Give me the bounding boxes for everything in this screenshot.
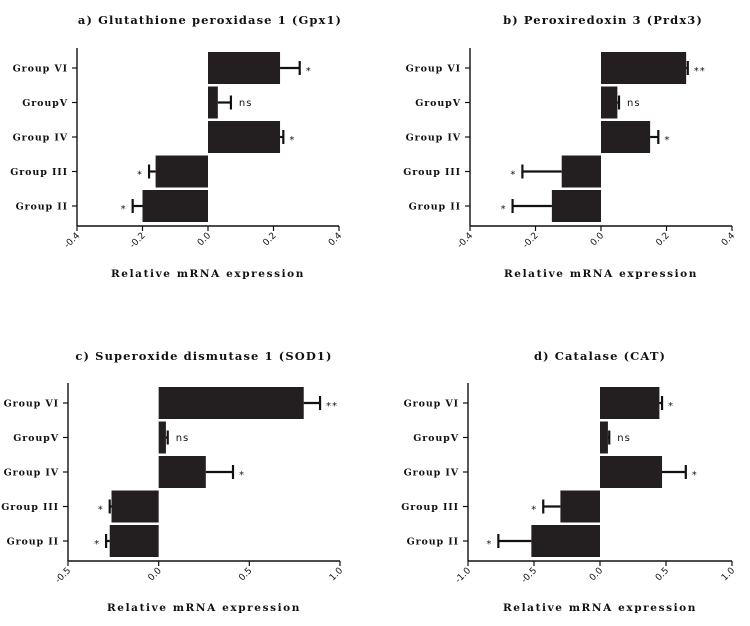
category-label: GroupV [22, 98, 68, 109]
bar [601, 86, 618, 119]
significance-label: * [510, 170, 516, 181]
bar [158, 387, 304, 419]
category-label: Group II [409, 202, 461, 213]
bar [551, 190, 601, 222]
bar [561, 155, 601, 188]
x-tick-label: 1.0 [328, 566, 345, 583]
bar [158, 456, 206, 488]
significance-label: ns [176, 433, 190, 444]
significance-label: ** [694, 66, 706, 77]
category-label: Group IV [4, 468, 59, 479]
significance-label: * [94, 539, 100, 550]
significance-label: ns [627, 98, 641, 109]
x-tick-label: 0.0 [589, 231, 606, 248]
x-tick-label: 0.4 [327, 231, 344, 248]
category-label: GroupV [415, 98, 461, 109]
category-label: Group III [403, 167, 461, 178]
significance-label: * [98, 505, 104, 516]
significance-label: * [664, 135, 670, 146]
chart-title: d) Catalase (CAT) [534, 349, 666, 363]
category-label: Group IV [406, 133, 461, 144]
x-tick-label: 0.2 [261, 231, 278, 248]
bar [109, 525, 159, 557]
chart-title: b) Peroxiredoxin 3 (Prdx3) [503, 13, 703, 27]
x-tick-label: -1.0 [454, 566, 474, 586]
category-label: Group II [16, 202, 68, 213]
chart-panel-1: a) Glutathione peroxidase 1 (Gpx1) -0.4 -0… [10, 13, 344, 280]
bar [601, 52, 687, 84]
significance-label: * [531, 505, 537, 516]
x-tick-label: -0.5 [520, 566, 539, 585]
x-tick-label: -0.5 [54, 566, 73, 585]
significance-label: * [306, 66, 312, 77]
x-tick-label: 1.0 [720, 566, 737, 583]
x-tick-label: -0.2 [128, 231, 147, 250]
x-tick-label: -0.4 [63, 231, 83, 251]
bar [208, 52, 281, 84]
significance-label: * [121, 204, 127, 215]
category-label: Group III [401, 502, 459, 513]
x-tick-label: 0.4 [720, 231, 737, 248]
category-label: Group VI [13, 64, 68, 75]
category-label: Group VI [4, 399, 59, 410]
x-tick-label: 0.0 [588, 566, 605, 583]
significance-label: * [692, 470, 698, 481]
bar [142, 190, 208, 222]
x-tick-label: 0.0 [147, 566, 164, 583]
x-tick-label: 0.5 [654, 566, 671, 583]
category-label: Group III [10, 167, 68, 178]
x-axis-label: Relative mRNA expression [111, 268, 305, 280]
category-label: Group III [1, 502, 59, 513]
x-axis-label: Relative mRNA expression [107, 602, 301, 614]
significance-label: * [289, 135, 295, 146]
category-label: Group II [7, 537, 59, 548]
category-label: Group IV [13, 133, 68, 144]
category-label: Group IV [404, 468, 459, 479]
bar [531, 525, 600, 557]
significance-label: * [668, 401, 674, 412]
x-tick-label: -0.2 [521, 231, 540, 250]
significance-label: ns [617, 433, 631, 444]
x-tick-label: 0.2 [654, 231, 671, 248]
bar [208, 121, 281, 153]
bar [601, 121, 651, 153]
significance-label: * [137, 170, 143, 181]
bar [208, 86, 218, 119]
x-axis-label: Relative mRNA expression [503, 602, 697, 614]
chart-title: a) Glutathione peroxidase 1 (Gpx1) [78, 13, 342, 27]
x-tick-label: 0.5 [237, 566, 254, 583]
category-label: GroupV [413, 433, 459, 444]
significance-label: * [501, 204, 507, 215]
x-tick-label: -0.4 [456, 231, 476, 251]
significance-label: * [239, 470, 245, 481]
category-label: Group VI [404, 399, 459, 410]
category-label: Group VI [406, 64, 461, 75]
category-label: GroupV [13, 433, 59, 444]
chart-panel-3: c) Superoxide dismutase 1 (SOD1) -0.5 0.0 0… [1, 349, 345, 614]
x-tick-label: 0.0 [196, 231, 213, 248]
significance-label: * [486, 539, 492, 550]
significance-label: ** [326, 401, 338, 412]
bar [111, 490, 159, 523]
significance-label: ns [239, 98, 253, 109]
bar [560, 490, 600, 523]
bar [600, 421, 608, 454]
chart-title: c) Superoxide dismutase 1 (SOD1) [75, 349, 332, 363]
bar [600, 387, 660, 419]
x-axis-label: Relative mRNA expression [504, 268, 698, 280]
chart-panel-2: b) Peroxiredoxin 3 (Prdx3) -0.4 -0.2 0.0 0.2… [403, 13, 737, 280]
bar [155, 155, 208, 188]
bar [158, 421, 166, 454]
chart-panel-4: d) Catalase (CAT) -1.0 -0.5 0.0 0.5 1.0 Relati… [401, 349, 737, 614]
bar [600, 456, 663, 488]
category-label: Group II [407, 537, 459, 548]
